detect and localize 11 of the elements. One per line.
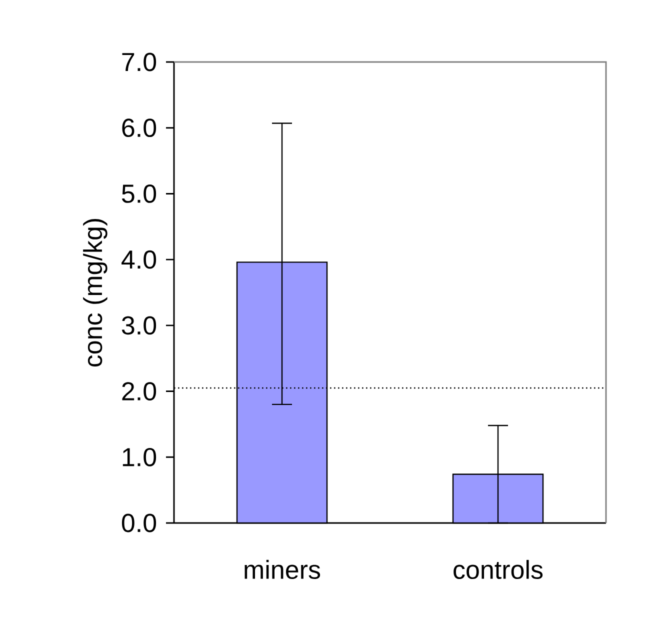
- y-tick-label: 7.0: [122, 52, 156, 72]
- x-tick-label: miners: [244, 560, 320, 580]
- y-tick-label: 1.0: [122, 448, 156, 466]
- y-tick-label: 2.0: [122, 382, 156, 400]
- y-tick-label: 4.0: [122, 250, 156, 269]
- x-tick-label: controls: [454, 560, 543, 580]
- y-tick-label: 5.0: [122, 184, 156, 203]
- y-tick-label: 6.0: [122, 118, 156, 138]
- y-axis-title: conc (mg/kg): [83, 219, 108, 367]
- y-tick-label: 0.0: [122, 514, 156, 532]
- y-tick-label: 3.0: [122, 316, 156, 335]
